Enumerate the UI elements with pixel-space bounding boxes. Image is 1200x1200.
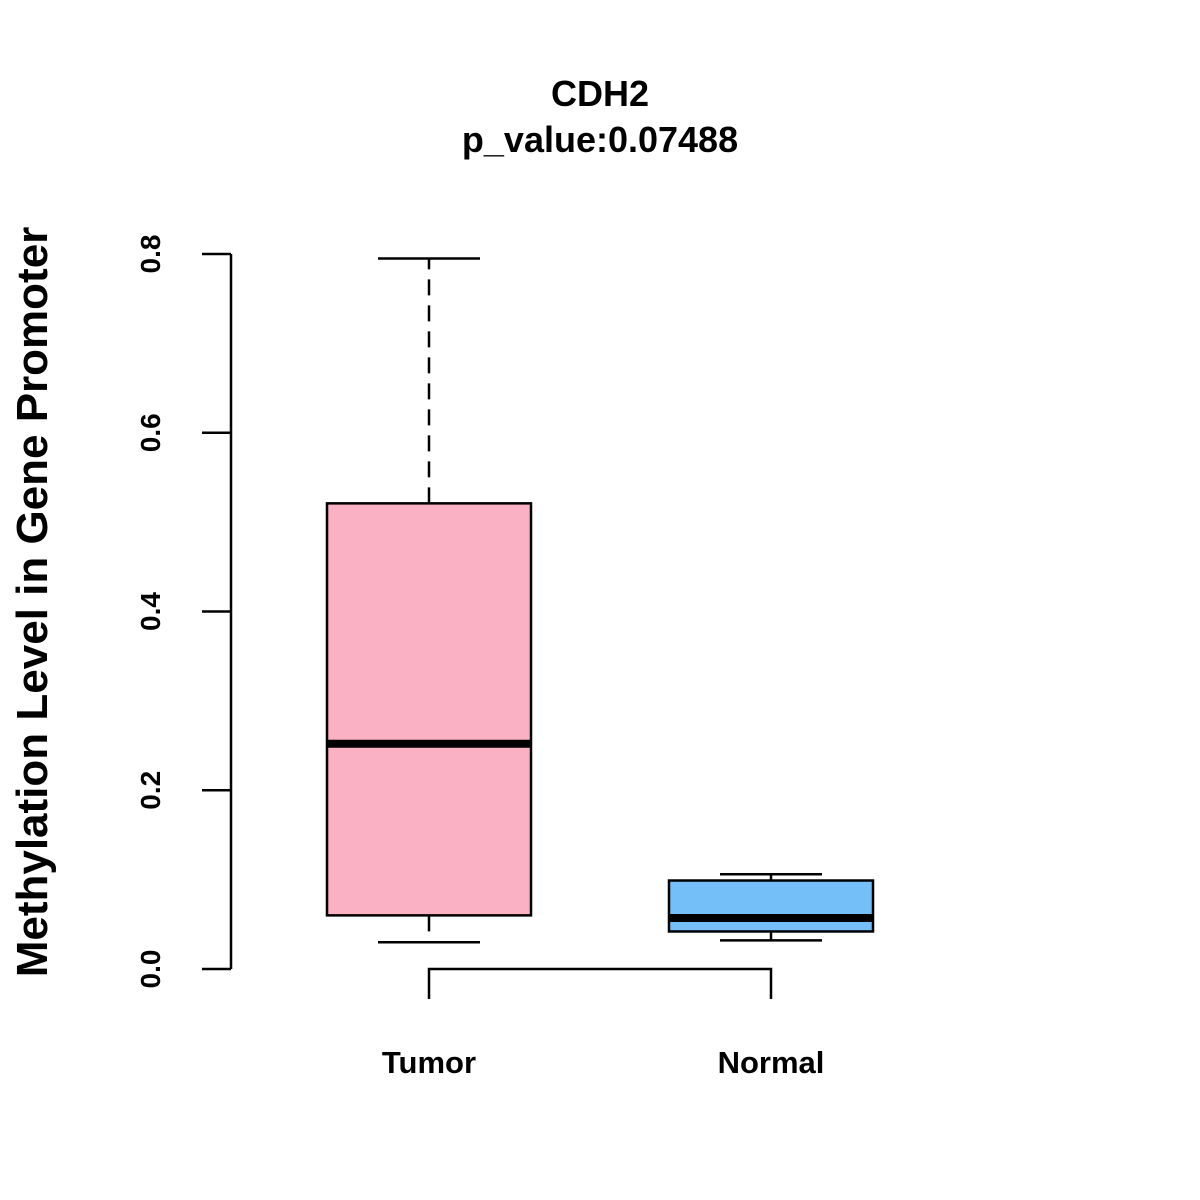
y-tick-label: 0.4 [135,592,166,631]
box-tumor [325,257,533,944]
y-tick-label: 0.0 [135,950,166,989]
y-tick-label: 0.8 [135,235,166,274]
box-normal [667,873,875,942]
boxes [325,257,875,944]
x-label-tumor: Tumor [382,1045,476,1080]
x-axis-labels: Tumor Normal [382,1045,824,1080]
box-body [325,502,533,917]
y-tick-label: 0.2 [135,771,166,810]
y-axis-label: Methylation Level in Gene Promoter [8,227,57,978]
x-label-normal: Normal [718,1045,825,1080]
box-body [667,879,875,933]
chart-subtitle: p_value:0.07488 [462,119,738,160]
chart-title: CDH2 [551,73,649,114]
y-axis: 0.0 0.2 0.4 0.6 0.8 [135,235,233,989]
bracket-line [427,967,773,999]
comparison-bracket [427,967,773,999]
y-tick-label: 0.6 [135,413,166,452]
